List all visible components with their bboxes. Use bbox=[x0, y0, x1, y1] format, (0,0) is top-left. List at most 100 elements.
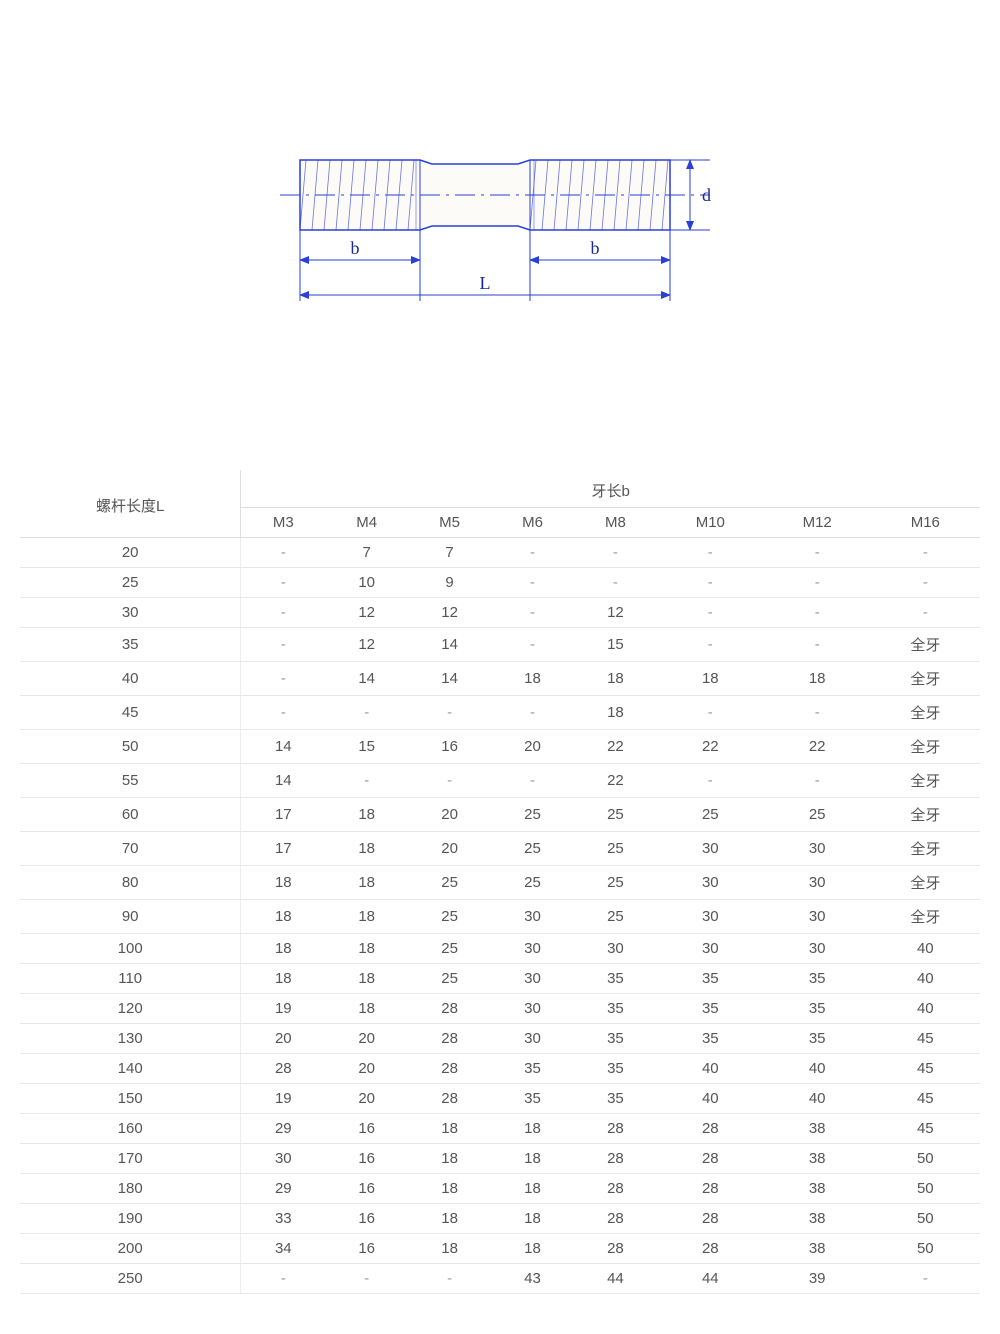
data-cell: 30 bbox=[657, 832, 764, 866]
data-cell: 30 bbox=[764, 832, 871, 866]
table-row: 25-109----- bbox=[20, 568, 980, 598]
data-cell: 28 bbox=[657, 1234, 764, 1264]
table-row: 1501920283535404045 bbox=[20, 1084, 980, 1114]
data-cell: 全牙 bbox=[871, 866, 980, 900]
data-cell: 18 bbox=[408, 1144, 491, 1174]
data-cell: 25 bbox=[764, 798, 871, 832]
data-cell: 22 bbox=[764, 730, 871, 764]
data-cell: 34 bbox=[241, 1234, 325, 1264]
data-cell: 12 bbox=[325, 598, 408, 628]
data-cell: - bbox=[871, 538, 980, 568]
data-cell: - bbox=[325, 1264, 408, 1294]
table-row: 7017182025253030全牙 bbox=[20, 832, 980, 866]
data-cell: 25 bbox=[491, 798, 574, 832]
data-cell: 18 bbox=[491, 1204, 574, 1234]
data-cell: 19 bbox=[241, 1084, 325, 1114]
data-cell: 18 bbox=[241, 900, 325, 934]
table-row: 6017182025252525全牙 bbox=[20, 798, 980, 832]
data-cell: 45 bbox=[871, 1114, 980, 1144]
row-length-cell: 50 bbox=[20, 730, 241, 764]
table-row: 1602916181828283845 bbox=[20, 1114, 980, 1144]
data-cell: 30 bbox=[491, 900, 574, 934]
column-header: M10 bbox=[657, 508, 764, 538]
data-cell: 30 bbox=[657, 900, 764, 934]
data-cell: 18 bbox=[491, 662, 574, 696]
table-row: 5514---22--全牙 bbox=[20, 764, 980, 798]
data-cell: 18 bbox=[325, 798, 408, 832]
data-cell: - bbox=[325, 764, 408, 798]
column-header: M4 bbox=[325, 508, 408, 538]
data-cell: 18 bbox=[408, 1114, 491, 1144]
data-cell: 30 bbox=[764, 900, 871, 934]
data-cell: 25 bbox=[574, 866, 657, 900]
data-cell: 50 bbox=[871, 1234, 980, 1264]
data-cell: 44 bbox=[657, 1264, 764, 1294]
data-cell: 18 bbox=[408, 1174, 491, 1204]
data-cell: 35 bbox=[657, 964, 764, 994]
data-cell: - bbox=[871, 1264, 980, 1294]
row-length-cell: 170 bbox=[20, 1144, 241, 1174]
data-cell: - bbox=[657, 628, 764, 662]
data-cell: - bbox=[408, 764, 491, 798]
svg-text:b: b bbox=[351, 238, 360, 258]
table-row: 1101818253035353540 bbox=[20, 964, 980, 994]
data-cell: 25 bbox=[491, 832, 574, 866]
data-cell: 19 bbox=[241, 994, 325, 1024]
data-cell: 16 bbox=[325, 1174, 408, 1204]
data-cell: 22 bbox=[574, 730, 657, 764]
data-cell: 全牙 bbox=[871, 730, 980, 764]
data-cell: 25 bbox=[408, 964, 491, 994]
table-row: 45----18--全牙 bbox=[20, 696, 980, 730]
data-cell: 14 bbox=[241, 730, 325, 764]
row-length-cell: 150 bbox=[20, 1084, 241, 1114]
data-cell: 40 bbox=[764, 1084, 871, 1114]
data-cell: 50 bbox=[871, 1144, 980, 1174]
data-cell: 35 bbox=[574, 964, 657, 994]
data-cell: 全牙 bbox=[871, 662, 980, 696]
data-cell: - bbox=[574, 538, 657, 568]
row-length-cell: 20 bbox=[20, 538, 241, 568]
column-header: M12 bbox=[764, 508, 871, 538]
row-length-cell: 140 bbox=[20, 1054, 241, 1084]
data-cell: 25 bbox=[657, 798, 764, 832]
data-cell: 30 bbox=[491, 934, 574, 964]
data-cell: 22 bbox=[574, 764, 657, 798]
data-cell: 28 bbox=[408, 1054, 491, 1084]
data-cell: 45 bbox=[871, 1024, 980, 1054]
data-cell: 全牙 bbox=[871, 832, 980, 866]
data-cell: 16 bbox=[325, 1204, 408, 1234]
table-row: 1802916181828283850 bbox=[20, 1174, 980, 1204]
column-header: M5 bbox=[408, 508, 491, 538]
data-cell: 16 bbox=[325, 1144, 408, 1174]
data-cell: 全牙 bbox=[871, 696, 980, 730]
table-row: 20-77----- bbox=[20, 538, 980, 568]
data-cell: 18 bbox=[764, 662, 871, 696]
data-cell: 29 bbox=[241, 1174, 325, 1204]
data-cell: 18 bbox=[491, 1114, 574, 1144]
row-length-cell: 100 bbox=[20, 934, 241, 964]
data-cell: 45 bbox=[871, 1054, 980, 1084]
row-length-cell: 30 bbox=[20, 598, 241, 628]
table-row: 1201918283035353540 bbox=[20, 994, 980, 1024]
row-length-cell: 40 bbox=[20, 662, 241, 696]
data-cell: 25 bbox=[408, 866, 491, 900]
data-cell: 16 bbox=[325, 1114, 408, 1144]
data-cell: 20 bbox=[408, 798, 491, 832]
data-cell: - bbox=[241, 696, 325, 730]
table-row: 1402820283535404045 bbox=[20, 1054, 980, 1084]
row-length-cell: 55 bbox=[20, 764, 241, 798]
data-cell: 全牙 bbox=[871, 900, 980, 934]
data-cell: - bbox=[491, 598, 574, 628]
row-length-cell: 70 bbox=[20, 832, 241, 866]
data-cell: - bbox=[764, 538, 871, 568]
data-cell: 22 bbox=[657, 730, 764, 764]
data-cell: 15 bbox=[325, 730, 408, 764]
row-length-cell: 25 bbox=[20, 568, 241, 598]
table-row: 1001818253030303040 bbox=[20, 934, 980, 964]
data-cell: - bbox=[241, 628, 325, 662]
data-cell: 18 bbox=[325, 832, 408, 866]
data-cell: 28 bbox=[408, 1084, 491, 1114]
data-cell: 35 bbox=[764, 1024, 871, 1054]
data-cell: - bbox=[241, 598, 325, 628]
data-cell: 29 bbox=[241, 1114, 325, 1144]
